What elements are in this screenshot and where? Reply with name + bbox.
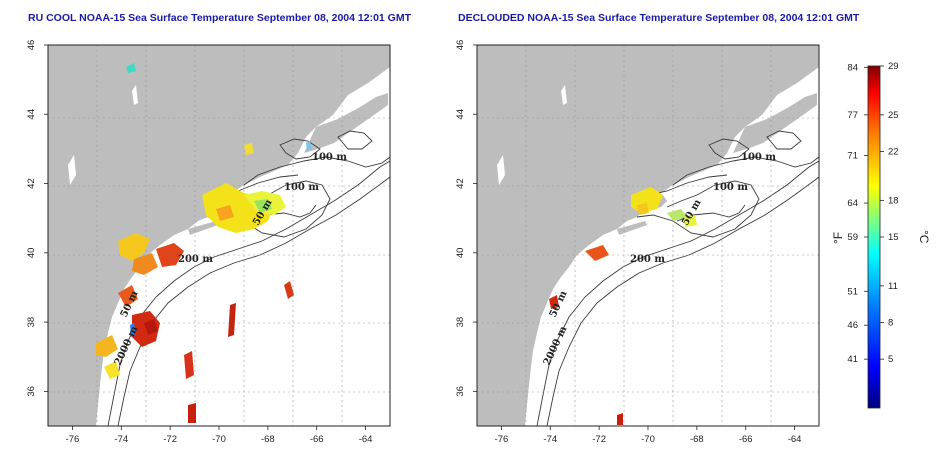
celsius-tick-label: 22 xyxy=(888,147,899,158)
contour-label: 200 m xyxy=(630,254,665,265)
lat-tick-label: 38 xyxy=(26,317,37,328)
lon-tick-label: -68 xyxy=(261,434,275,445)
lat-tick-label: 36 xyxy=(455,386,466,397)
contour-label: 100 m xyxy=(713,182,748,193)
fahrenheit-tick-label: 84 xyxy=(847,62,858,73)
lon-tick-label: -72 xyxy=(163,434,177,445)
lon-tick-label: -70 xyxy=(212,434,226,445)
celsius-unit-label: °C xyxy=(917,230,931,244)
lon-tick-label: -64 xyxy=(788,434,802,445)
celsius-tick-label: 29 xyxy=(888,61,899,72)
lon-tick-label: -68 xyxy=(690,434,704,445)
contour-label: 100 m xyxy=(312,152,347,163)
celsius-tick-label: 18 xyxy=(888,195,899,206)
lat-tick-label: 44 xyxy=(26,109,37,120)
lon-tick-label: -70 xyxy=(641,434,655,445)
celsius-tick-label: 15 xyxy=(888,232,899,243)
lat-tick-label: 46 xyxy=(26,40,37,51)
lon-tick-label: -76 xyxy=(66,434,80,445)
right-map-panel xyxy=(476,44,820,427)
fahrenheit-tick-label: 71 xyxy=(847,151,858,162)
lat-tick-label: 44 xyxy=(455,109,466,120)
lat-tick-label: 46 xyxy=(455,40,466,51)
contour-label: 200 m xyxy=(178,254,213,265)
right-sst-overlay xyxy=(549,187,697,425)
lat-tick-label: 40 xyxy=(455,248,466,259)
celsius-tick-label: 8 xyxy=(888,318,893,329)
contour-label: 100 m xyxy=(741,152,776,163)
left-panel-title: RU COOL NOAA-15 Sea Surface Temperature … xyxy=(28,12,412,24)
lon-tick-label: -76 xyxy=(495,434,509,445)
lon-tick-label: -66 xyxy=(739,434,753,445)
lon-tick-label: -74 xyxy=(543,434,557,445)
lat-tick-label: 36 xyxy=(26,386,37,397)
celsius-tick-label: 25 xyxy=(888,110,899,121)
fahrenheit-tick-label: 51 xyxy=(847,286,858,297)
colorbar-ticks: 84 77 71 64 59 51 46 41 29 25 22 18 15 11 8 5 xyxy=(847,61,898,365)
colorbar-ramp xyxy=(867,65,881,409)
left-sst-overlay xyxy=(96,63,312,423)
celsius-tick-label: 11 xyxy=(888,281,898,292)
celsius-tick-label: 5 xyxy=(888,354,893,365)
lon-tick-label: -74 xyxy=(114,434,128,445)
right-panel-title: DECLOUDED NOAA-15 Sea Surface Temperatur… xyxy=(458,12,860,24)
fahrenheit-tick-label: 46 xyxy=(847,320,858,331)
lon-tick-label: -66 xyxy=(310,434,324,445)
lon-tick-label: -72 xyxy=(592,434,606,445)
fahrenheit-tick-label: 59 xyxy=(847,232,858,243)
fahrenheit-tick-label: 64 xyxy=(847,198,858,209)
fahrenheit-tick-label: 77 xyxy=(847,110,858,121)
lat-tick-label: 42 xyxy=(26,178,37,189)
lat-tick-label: 40 xyxy=(26,248,37,259)
lat-tick-label: 38 xyxy=(455,317,466,328)
fahrenheit-unit-label: °F xyxy=(831,232,845,244)
fahrenheit-tick-label: 41 xyxy=(847,354,858,365)
lon-tick-label: -64 xyxy=(359,434,373,445)
lat-tick-label: 42 xyxy=(455,178,466,189)
contour-label: 100 m xyxy=(284,182,319,193)
right-axes: -76 -74 -72 -70 -68 -66 -64 36 38 40 42 44 46 xyxy=(455,40,801,445)
left-axes: -76 -74 -72 -70 -68 -66 -64 36 38 40 42 44 46 xyxy=(26,40,372,445)
left-map-panel xyxy=(47,44,391,427)
colorbar: 84 77 71 64 59 51 46 41 29 25 22 18 15 11 8 5 °F °C xyxy=(831,61,931,409)
